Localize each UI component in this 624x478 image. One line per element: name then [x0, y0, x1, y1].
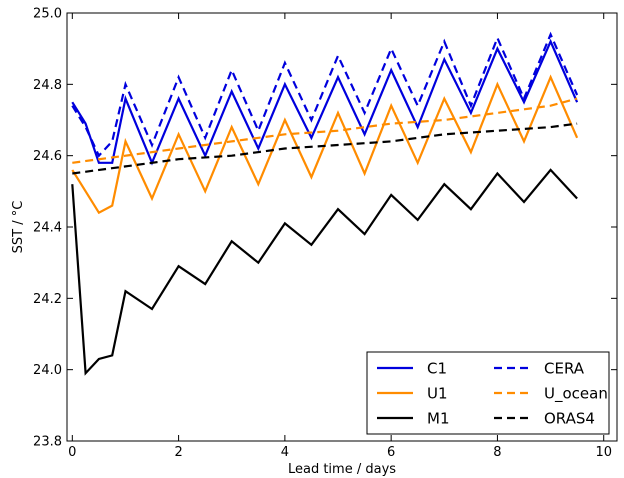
legend-label-c1: C1	[427, 360, 447, 378]
series-layer	[71, 31, 579, 376]
y-tick-label: 24.6	[33, 149, 62, 164]
y-tick-label: 24.8	[33, 78, 62, 93]
x-tick-label: 8	[493, 445, 501, 460]
plot-frame	[66, 12, 618, 442]
x-tick-label: 10	[595, 445, 612, 460]
series-line-oras4	[72, 122, 578, 175]
y-tick-label: 24.2	[33, 292, 62, 307]
y-tick-label: 24.4	[33, 221, 62, 236]
series-line-m1	[71, 168, 578, 376]
y-tick-label: 23.8	[33, 435, 62, 450]
x-tick-label: 6	[387, 445, 395, 460]
y-tick-label: 24.0	[33, 363, 62, 378]
legend-label-cera: CERA	[544, 360, 585, 378]
x-tick-label: 2	[174, 445, 182, 460]
legend-label-u-ocean: U_ocean	[544, 385, 608, 404]
legend: C1 U1 M1 CERA U_ocean ORAS4	[366, 351, 610, 435]
legend-label-oras4: ORAS4	[544, 410, 595, 428]
legend-label-m1: M1	[427, 410, 450, 428]
x-tick-label: 4	[281, 445, 289, 460]
series-line-c1	[71, 38, 579, 166]
series-line-cera	[71, 31, 579, 158]
y-tick-label: 25.0	[33, 7, 62, 22]
series-line-u-ocean	[72, 97, 578, 164]
x-axis-label: Lead time / days	[288, 462, 396, 477]
legend-label-u1: U1	[427, 385, 448, 403]
ticks-layer: 0 2 4 6 8 10 23.8 24.0 24.2 24.4 24.6 24.8 25.0	[33, 7, 617, 460]
x-tick-label: 0	[68, 445, 76, 460]
y-axis-label: SST / °C	[11, 201, 26, 254]
